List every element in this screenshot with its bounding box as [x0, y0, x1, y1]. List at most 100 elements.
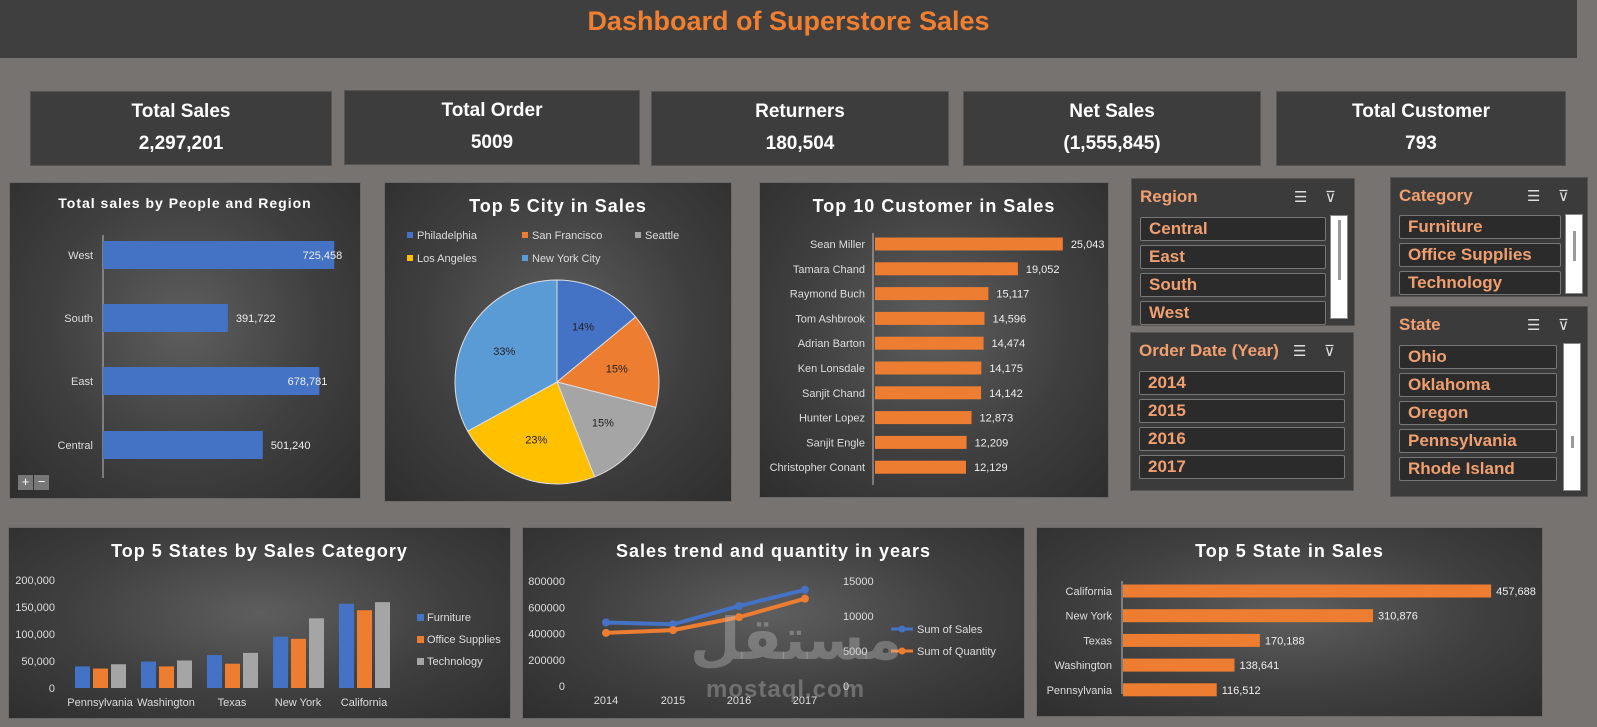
legend-label: Seattle	[645, 230, 679, 242]
zoom-out-button[interactable]: −	[34, 475, 49, 490]
slicer-item-west[interactable]: West	[1140, 301, 1326, 325]
data-label: 501,240	[271, 440, 311, 452]
slicer-item-furniture[interactable]: Furniture	[1399, 215, 1561, 239]
column	[177, 660, 192, 688]
x-tick-label: 2015	[661, 695, 685, 707]
trend-line-chart: 0 200000 400000 600000 800000 0 5000 10000 15000…	[528, 576, 996, 707]
slicer-item-2016[interactable]: 2016	[1139, 427, 1345, 451]
slice-label: 23%	[525, 435, 547, 447]
slicer-item-2015[interactable]: 2015	[1139, 399, 1345, 423]
slicer-title: Order Date (Year)	[1139, 341, 1279, 360]
slice-label: 15%	[606, 364, 628, 376]
column	[111, 664, 126, 688]
zoom-in-button[interactable]: +	[18, 475, 33, 490]
bar	[875, 435, 967, 449]
y-right-tick-label: 10000	[843, 611, 874, 623]
clear-filter-icon[interactable]: ⊽	[1325, 189, 1336, 206]
y-tick-label: 150,000	[15, 602, 55, 614]
legend-marker	[898, 647, 906, 655]
slicer-item-2014[interactable]: 2014	[1139, 371, 1345, 395]
slicer-item-pennsylvania[interactable]: Pennsylvania	[1399, 429, 1557, 453]
kpi-value: 5009	[470, 132, 514, 153]
bar	[875, 287, 989, 301]
kpi-label: Total Order	[441, 100, 543, 121]
chart-title: Top 5 States by Sales Category	[111, 541, 408, 561]
kpi-net-sales: Net Sales (1,555,845)	[963, 91, 1261, 166]
category-label: Adrian Barton	[798, 338, 865, 350]
multi-select-icon[interactable]: ☰	[1527, 317, 1541, 334]
legend-marker	[898, 625, 906, 633]
bar	[875, 386, 982, 400]
region-bar-chart: West 725,458 South 391,722 East 678,781 Centra…	[58, 235, 342, 478]
column	[309, 618, 324, 688]
kpi-returners: Returners 180,504	[651, 91, 949, 166]
data-label: 19,052	[1026, 264, 1060, 276]
category-label: Sean Miller	[810, 239, 865, 251]
slice-label: 15%	[592, 417, 614, 429]
state-bar-chart: California 457,688 New York 310,876 Texas 170…	[1047, 581, 1536, 697]
slicer-item-central[interactable]: Central	[1140, 217, 1326, 241]
column	[273, 636, 288, 688]
x-tick-label: 2017	[793, 695, 817, 707]
slice-label: 14%	[572, 322, 594, 334]
legend-swatch	[407, 255, 413, 261]
bar	[875, 336, 984, 350]
chart-sales-by-region: Total sales by People and Region West 725…	[9, 182, 361, 499]
chart-top-customers: Top 10 Customer in Sales Sean Miller 25,0…	[759, 182, 1109, 498]
watermark-latin: mostaql.com	[706, 676, 866, 703]
scrollbar-thumb[interactable]	[1573, 231, 1576, 261]
bar	[103, 241, 335, 269]
slicer-scrollbar[interactable]	[1563, 343, 1581, 491]
slicer-item-rhode-island[interactable]: Rhode Island	[1399, 457, 1557, 481]
chart-sales-trend: Sales trend and quantity in years 0 20000…	[522, 527, 1025, 719]
clear-filter-icon[interactable]: ⊽	[1558, 188, 1569, 205]
data-point	[602, 618, 610, 627]
pie-slice	[556, 279, 637, 384]
bar	[1123, 633, 1260, 647]
category-label: South	[64, 313, 93, 325]
column	[93, 668, 108, 688]
multi-select-icon[interactable]: ☰	[1293, 343, 1307, 360]
bar	[103, 304, 228, 332]
y-left-tick-label: 0	[559, 681, 565, 693]
clear-filter-icon[interactable]: ⊽	[1558, 317, 1569, 334]
category-label: Tamara Chand	[793, 264, 865, 276]
slicer-title: Region	[1140, 187, 1198, 206]
legend-swatch	[407, 232, 413, 238]
legend-swatch	[417, 636, 424, 643]
slicer-item-2017[interactable]: 2017	[1139, 455, 1345, 479]
category-label: East	[71, 376, 93, 388]
category-label: New York	[1066, 611, 1113, 623]
column	[75, 666, 90, 688]
slicer-item-south[interactable]: South	[1140, 273, 1326, 297]
slicer-item-office-supplies[interactable]: Office Supplies	[1399, 243, 1561, 267]
data-point	[735, 613, 743, 622]
category-label: Sanjit Engle	[806, 437, 865, 449]
slicer-item-east[interactable]: East	[1140, 245, 1326, 269]
clear-filter-icon[interactable]: ⊽	[1324, 343, 1335, 360]
column	[375, 602, 390, 688]
bar	[875, 311, 985, 325]
slicer-item-oklahoma[interactable]: Oklahoma	[1399, 373, 1557, 397]
multi-select-icon[interactable]: ☰	[1294, 189, 1308, 206]
series-line	[605, 596, 806, 635]
multi-select-icon[interactable]: ☰	[1527, 188, 1541, 205]
page-title: Dashboard of Superstore Sales	[587, 6, 990, 36]
slicer-item-oregon[interactable]: Oregon	[1399, 401, 1557, 425]
data-label: 310,876	[1378, 611, 1418, 623]
scrollbar-thumb[interactable]	[1571, 436, 1574, 448]
slicer-item-ohio[interactable]: Ohio	[1399, 345, 1557, 369]
legend-swatch	[522, 255, 528, 261]
slicer-scrollbar[interactable]	[1565, 214, 1583, 294]
bar	[1123, 609, 1374, 623]
bar	[875, 460, 966, 474]
slicer-item-technology[interactable]: Technology	[1399, 271, 1561, 295]
city-pie-chart: Philadelphia San Francisco Seattle Los Ange…	[407, 230, 679, 485]
data-label: 14,596	[992, 313, 1026, 325]
y-tick-label: 50,000	[21, 656, 55, 668]
column	[225, 663, 240, 688]
scrollbar-thumb[interactable]	[1338, 220, 1341, 280]
category-label: Hunter Lopez	[799, 413, 865, 425]
legend-label: Office Supplies	[427, 634, 501, 646]
slicer-scrollbar[interactable]	[1330, 215, 1348, 319]
